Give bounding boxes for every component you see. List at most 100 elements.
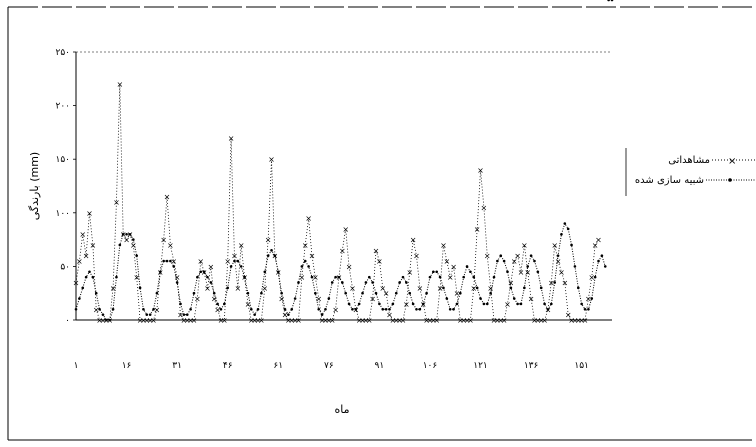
observed-point: ×	[79, 230, 86, 239]
simulated-point	[229, 265, 233, 268]
observed-point: ×	[416, 284, 423, 293]
simulated-point	[165, 259, 169, 263]
observed-point: ×	[234, 284, 241, 293]
y-tick-label: ۲۰۰	[55, 102, 70, 112]
simulated-point	[226, 286, 229, 290]
simulated-point	[421, 302, 425, 306]
simulated-point	[132, 238, 135, 241]
simulated-point	[381, 307, 385, 311]
simulated-point	[610, 0, 614, 2]
observed-point: ×	[555, 257, 562, 266]
simulated-point	[405, 281, 408, 284]
simulated-point	[398, 281, 401, 284]
simulated-point	[496, 259, 499, 263]
simulated-point	[155, 291, 159, 295]
observed-point: ×	[501, 316, 508, 325]
y-tick-label: ۲۵۰	[55, 48, 70, 58]
observed-point: ×	[214, 305, 221, 314]
observed-point: ×	[167, 241, 174, 250]
observed-point: ×	[93, 305, 100, 314]
simulated-point	[219, 307, 223, 311]
observed-point: ×	[588, 273, 595, 282]
observed-point: ×	[443, 257, 450, 266]
observed-point: ×	[288, 316, 295, 325]
simulated-point	[408, 291, 412, 295]
simulated-point	[526, 265, 530, 268]
simulated-point	[273, 254, 277, 257]
simulated-point	[152, 307, 155, 311]
x-tick-label: ۹۱	[375, 361, 385, 371]
simulated-point	[583, 307, 587, 311]
observed-point: ×	[248, 316, 255, 325]
simulated-point	[445, 297, 449, 300]
simulated-point	[101, 313, 105, 316]
observed-point: ×	[386, 311, 393, 320]
simulated-point	[290, 307, 294, 311]
simulated-point	[475, 286, 479, 290]
simulated-point	[351, 307, 354, 311]
x-tick-label: ۶۱	[273, 361, 283, 371]
observed-point: ×	[450, 262, 457, 271]
simulated-point	[337, 275, 341, 279]
simulated-point	[364, 281, 368, 284]
simulated-point	[472, 275, 476, 279]
simulated-point	[78, 297, 81, 300]
simulated-point	[401, 275, 405, 279]
simulated-point	[391, 302, 395, 306]
simulated-point	[344, 291, 347, 295]
observed-point: ×	[123, 236, 130, 245]
legend-label-simulated: شبیه سازی شده	[635, 175, 704, 186]
simulated-point	[516, 302, 519, 306]
observed-point: ×	[561, 278, 568, 287]
simulated-point	[394, 291, 398, 295]
simulated-point	[196, 275, 199, 279]
simulated-point	[320, 313, 324, 316]
observed-point: ×	[369, 295, 376, 304]
observed-point: ×	[440, 241, 447, 250]
observed-point: ×	[484, 252, 491, 261]
simulated-point	[223, 302, 226, 306]
simulated-point	[145, 313, 149, 316]
observed-point: ×	[251, 316, 258, 325]
x-tick-label: ۱۳۶	[524, 361, 539, 371]
simulated-point	[543, 302, 546, 306]
simulated-point	[317, 307, 321, 311]
simulated-point	[580, 302, 583, 306]
simulated-point	[550, 302, 553, 306]
observed-point: ×	[211, 295, 218, 304]
legend-label-observed: مشاهداتی	[668, 155, 710, 166]
series-observed-line	[75, 84, 599, 321]
observed-point: ×	[231, 252, 238, 261]
observed-point: ×	[356, 316, 363, 325]
observed-point: ×	[204, 284, 211, 293]
observed-point: ×	[467, 316, 474, 325]
simulated-point	[287, 313, 290, 316]
x-tick-label: ۷۶	[324, 361, 334, 371]
simulated-point	[293, 297, 297, 300]
observed-point: ×	[160, 236, 167, 245]
observed-point: ×	[494, 316, 501, 325]
simulated-point	[330, 281, 334, 284]
simulated-point	[84, 275, 88, 279]
simulated-point	[121, 232, 125, 236]
simulated-point	[128, 232, 132, 236]
simulated-point	[566, 227, 570, 231]
simulated-point	[236, 259, 240, 263]
x-tick-label: ۱	[74, 361, 79, 371]
simulated-point	[300, 265, 304, 268]
simulated-point	[179, 302, 182, 306]
observed-point: ×	[130, 241, 137, 250]
simulated-point	[148, 313, 152, 316]
observed-point: ×	[359, 316, 366, 325]
simulated-point	[374, 291, 378, 295]
simulated-point	[499, 254, 503, 257]
observed-point: ×	[305, 214, 312, 223]
observed-point: ×	[197, 257, 204, 266]
x-tick-label: ۱۲۱	[473, 361, 488, 371]
observed-point: ×	[393, 316, 400, 325]
observed-point: ×	[339, 246, 346, 255]
observed-point: ×	[585, 295, 592, 304]
simulated-point	[239, 265, 243, 268]
